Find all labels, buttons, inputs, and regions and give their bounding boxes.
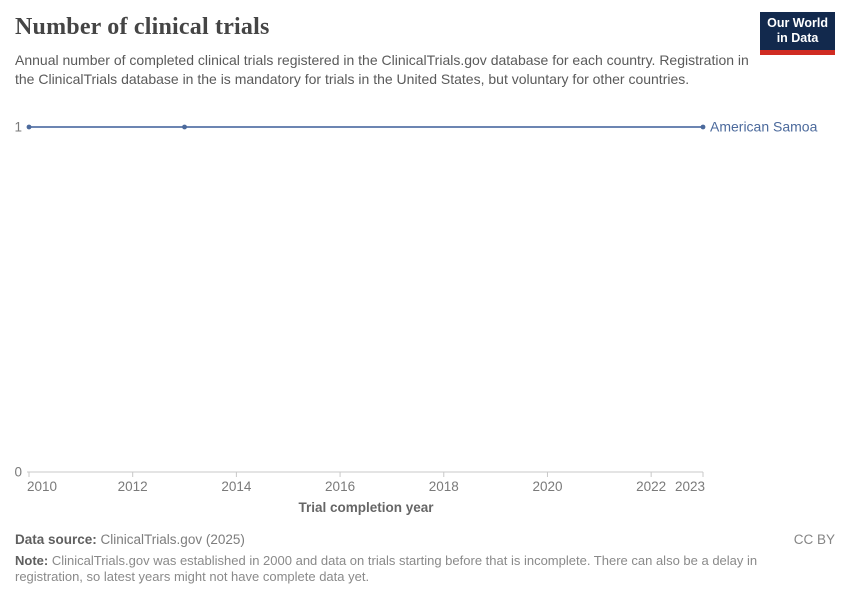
- owid-logo-line2: in Data: [776, 31, 819, 45]
- note-text: ClinicalTrials.gov was established in 20…: [15, 553, 758, 584]
- note-label: Note:: [15, 553, 49, 568]
- data-source-value: ClinicalTrials.gov (2025): [100, 532, 245, 547]
- data-source[interactable]: Data source: ClinicalTrials.gov (2025): [15, 531, 245, 548]
- data-point[interactable]: [182, 124, 187, 130]
- x-tick-label: 2022: [636, 479, 666, 494]
- page-title: Number of clinical trials: [15, 14, 270, 40]
- x-tick-label: 2020: [532, 479, 562, 494]
- line-chart[interactable]: 0 1 2010 2012 2014 2016 2018 2020 2022 2023 Trial …: [0, 105, 850, 520]
- x-axis-title: Trial completion year: [298, 500, 434, 515]
- x-tick-label: 2023: [675, 479, 705, 494]
- chart-note: Note: ClinicalTrials.gov was established…: [15, 553, 827, 584]
- x-tick-label: 2018: [429, 479, 459, 494]
- x-tick-label: 2012: [118, 479, 148, 494]
- x-tick-label: 2010: [27, 479, 57, 494]
- data-point[interactable]: [26, 124, 32, 130]
- data-point[interactable]: [700, 124, 706, 130]
- owid-logo[interactable]: Our World in Data: [760, 12, 835, 55]
- owid-logo-line1: Our World: [767, 16, 828, 30]
- data-source-label: Data source:: [15, 532, 97, 547]
- chart-subtitle: Annual number of completed clinical tria…: [15, 52, 749, 87]
- source-row: Data source: ClinicalTrials.gov (2025) C…: [15, 531, 835, 548]
- y-tick-label: 1: [14, 120, 22, 135]
- x-tick-label: 2016: [325, 479, 355, 494]
- chart-footer: Data source: ClinicalTrials.gov (2025) C…: [15, 531, 835, 584]
- series-entity-label[interactable]: American Samoa: [710, 119, 818, 135]
- license-badge[interactable]: CC BY: [793, 532, 835, 547]
- y-tick-label: 0: [14, 465, 22, 480]
- x-tick-label: 2014: [221, 479, 252, 494]
